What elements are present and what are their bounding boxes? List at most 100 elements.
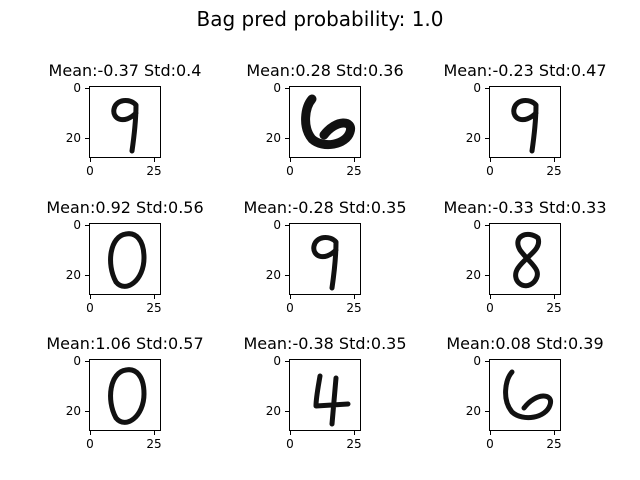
y-tick-label: 20 [465,131,481,145]
digit-image-9 [311,235,339,291]
image-axes [89,86,161,158]
x-tick-label: 0 [286,164,294,178]
y-tick [285,138,289,139]
y-tick [85,225,89,226]
y-tick-label: 0 [273,354,281,368]
y-tick-label: 0 [473,218,481,232]
x-tick-label: 0 [486,437,494,451]
x-tick-label: 0 [86,164,94,178]
x-tick [154,431,155,435]
y-tick-label: 20 [65,404,81,418]
y-tick-label: 0 [73,81,81,95]
y-tick-label: 0 [273,218,281,232]
image-axes [489,86,561,158]
y-tick [485,411,489,412]
panel-title: Mean:-0.28 Std:0.35 [243,198,407,217]
panel-title: Mean:0.08 Std:0.39 [446,334,604,353]
x-tick-label: 25 [146,301,162,315]
panel-title: Mean:-0.33 Std:0.33 [443,198,607,217]
x-tick [554,158,555,162]
y-tick-label: 0 [273,81,281,95]
digit-image-4 [313,373,351,427]
digit-image-0 [108,367,147,425]
digit-image-6 [301,94,355,150]
y-tick [485,88,489,89]
x-tick-label: 0 [86,301,94,315]
panel-title: Mean:-0.37 Std:0.4 [48,61,202,80]
digit-image-9 [511,98,539,154]
digit-image-8 [513,232,542,289]
y-tick [285,361,289,362]
x-tick [290,431,291,435]
y-tick [85,88,89,89]
x-tick-label: 25 [146,437,162,451]
x-tick [154,158,155,162]
figure-title: Bag pred probability: 1.0 [196,7,444,31]
x-tick [490,431,491,435]
y-tick-label: 20 [265,404,281,418]
panel-title: Mean:-0.23 Std:0.47 [443,61,607,80]
digit-stroke [513,232,542,289]
image-axes [289,359,361,431]
y-tick-label: 20 [465,268,481,282]
panel-title: Mean:1.06 Std:0.57 [46,334,204,353]
digit-stroke [301,94,355,150]
x-tick [354,431,355,435]
image-axes [489,223,561,295]
y-tick [485,275,489,276]
x-tick-label: 0 [486,164,494,178]
image-axes [289,223,361,295]
x-tick [290,295,291,299]
digit-stroke [111,98,139,154]
y-tick [485,225,489,226]
digit-image-9 [111,98,139,154]
x-tick [554,431,555,435]
x-tick [90,295,91,299]
y-tick-label: 0 [73,218,81,232]
x-tick [490,295,491,299]
y-tick [85,361,89,362]
digit-stroke [511,98,539,154]
digit-stroke [311,235,339,291]
x-tick-label: 25 [546,301,562,315]
y-tick-label: 0 [73,354,81,368]
y-tick [285,275,289,276]
x-tick-label: 0 [86,437,94,451]
x-tick [554,295,555,299]
x-tick-label: 25 [546,437,562,451]
y-tick-label: 20 [265,268,281,282]
y-tick-label: 20 [465,404,481,418]
digit-stroke [503,369,554,421]
x-tick-label: 0 [286,301,294,315]
y-tick [85,138,89,139]
image-axes [89,223,161,295]
image-axes [489,359,561,431]
y-tick-label: 20 [65,131,81,145]
digit-stroke [313,373,351,427]
x-tick [290,158,291,162]
x-tick [90,431,91,435]
image-axes [289,86,361,158]
digit-stroke [108,367,147,425]
digit-image-6 [503,369,554,421]
x-tick-label: 25 [346,301,362,315]
x-tick-label: 25 [546,164,562,178]
x-tick [90,158,91,162]
y-tick [485,361,489,362]
x-tick-label: 0 [286,437,294,451]
x-tick [354,158,355,162]
y-tick [485,138,489,139]
y-tick-label: 20 [265,131,281,145]
x-tick-label: 0 [486,301,494,315]
x-tick-label: 25 [346,437,362,451]
digit-image-0 [108,231,147,289]
panel-title: Mean:0.28 Std:0.36 [246,61,404,80]
x-tick [154,295,155,299]
y-tick [285,225,289,226]
digit-stroke [108,231,147,289]
y-tick [85,275,89,276]
x-tick-label: 25 [346,164,362,178]
x-tick [354,295,355,299]
x-tick-label: 25 [146,164,162,178]
y-tick-label: 0 [473,81,481,95]
